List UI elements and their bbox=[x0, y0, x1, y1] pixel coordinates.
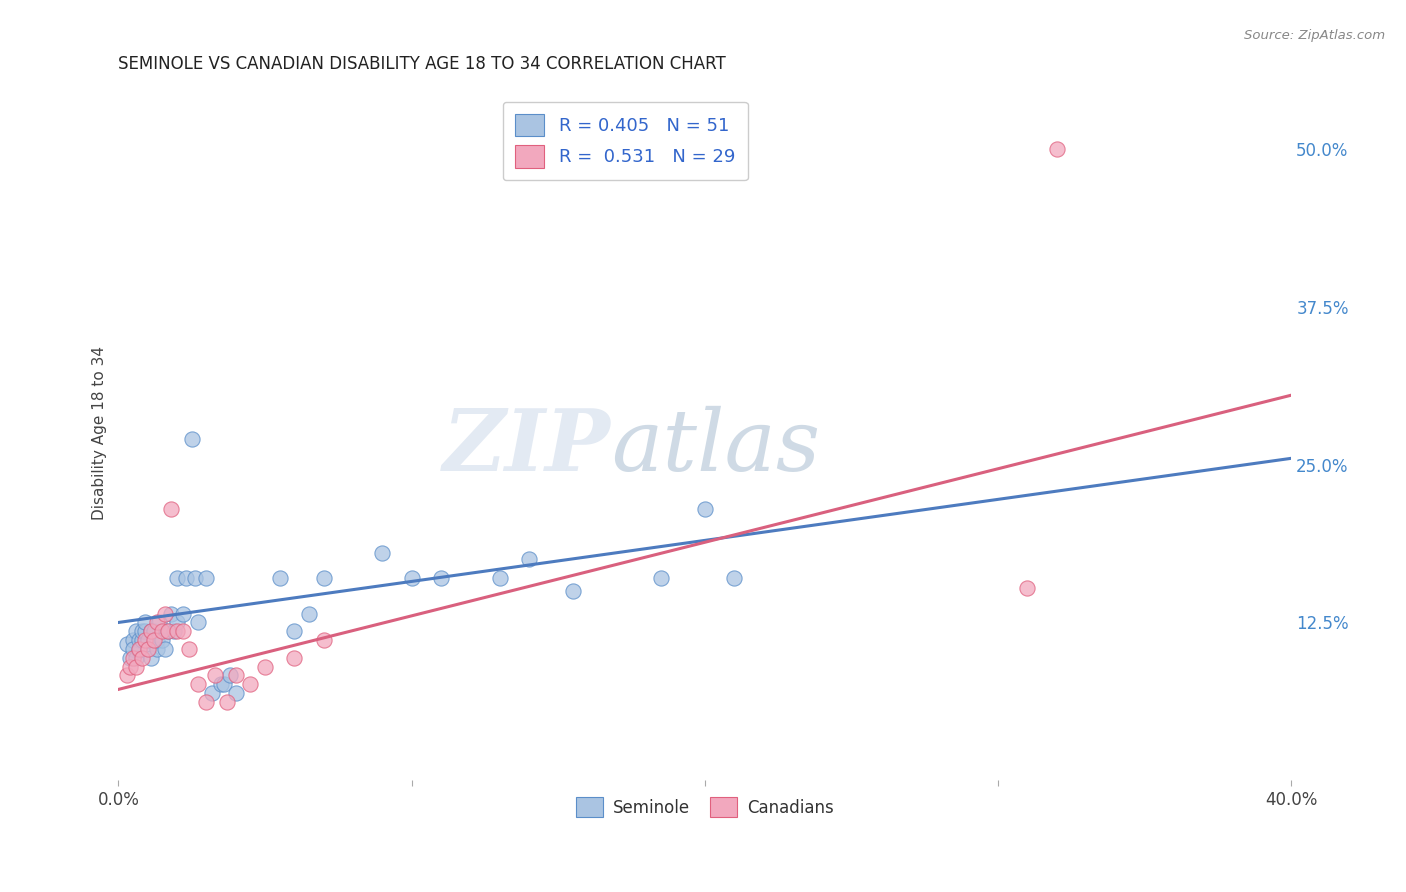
Point bbox=[115, 668, 138, 682]
Point bbox=[183, 571, 205, 585]
Point bbox=[215, 695, 238, 709]
Point bbox=[371, 546, 394, 560]
Point bbox=[187, 615, 209, 630]
Point bbox=[269, 571, 291, 585]
Y-axis label: Disability Age 18 to 34: Disability Age 18 to 34 bbox=[93, 346, 107, 520]
Point bbox=[650, 571, 672, 585]
Point bbox=[163, 624, 186, 639]
Point bbox=[125, 650, 148, 665]
Point bbox=[160, 607, 183, 621]
Text: SEMINOLE VS CANADIAN DISABILITY AGE 18 TO 34 CORRELATION CHART: SEMINOLE VS CANADIAN DISABILITY AGE 18 T… bbox=[118, 55, 725, 73]
Point bbox=[139, 624, 162, 639]
Point bbox=[125, 659, 148, 673]
Point bbox=[157, 624, 180, 639]
Point bbox=[254, 659, 277, 673]
Point bbox=[195, 695, 218, 709]
Point bbox=[723, 571, 745, 585]
Point bbox=[488, 571, 510, 585]
Point bbox=[125, 624, 148, 639]
Point bbox=[174, 571, 197, 585]
Point bbox=[180, 433, 202, 447]
Text: atlas: atlas bbox=[612, 406, 820, 488]
Point bbox=[142, 624, 165, 639]
Point bbox=[693, 501, 716, 516]
Text: ZIP: ZIP bbox=[443, 405, 612, 489]
Point bbox=[128, 633, 150, 648]
Point bbox=[148, 615, 170, 630]
Point bbox=[298, 607, 321, 621]
Point bbox=[134, 624, 156, 639]
Point bbox=[120, 659, 142, 673]
Point bbox=[134, 633, 156, 648]
Point bbox=[152, 633, 174, 648]
Point bbox=[120, 650, 142, 665]
Point bbox=[401, 571, 423, 585]
Point bbox=[172, 624, 194, 639]
Point bbox=[136, 633, 159, 648]
Point bbox=[209, 677, 232, 691]
Point bbox=[134, 615, 156, 630]
Point bbox=[239, 677, 262, 691]
Point bbox=[225, 686, 247, 700]
Point bbox=[122, 650, 145, 665]
Point bbox=[166, 624, 188, 639]
Point bbox=[312, 633, 335, 648]
Point bbox=[136, 642, 159, 657]
Text: Source: ZipAtlas.com: Source: ZipAtlas.com bbox=[1244, 29, 1385, 42]
Point bbox=[177, 642, 200, 657]
Point bbox=[145, 615, 167, 630]
Point bbox=[517, 552, 540, 566]
Point bbox=[283, 650, 305, 665]
Point bbox=[172, 607, 194, 621]
Point bbox=[195, 571, 218, 585]
Point bbox=[131, 650, 153, 665]
Legend: Seminole, Canadians: Seminole, Canadians bbox=[569, 790, 841, 824]
Point bbox=[187, 677, 209, 691]
Point bbox=[160, 501, 183, 516]
Point bbox=[1046, 142, 1069, 156]
Point bbox=[115, 637, 138, 651]
Point bbox=[1017, 582, 1039, 596]
Point bbox=[139, 650, 162, 665]
Point bbox=[561, 583, 583, 598]
Point bbox=[201, 686, 224, 700]
Point bbox=[128, 643, 150, 657]
Point bbox=[283, 624, 305, 639]
Point bbox=[225, 668, 247, 682]
Point bbox=[152, 624, 174, 639]
Point bbox=[131, 633, 153, 648]
Point bbox=[166, 571, 188, 585]
Point bbox=[122, 642, 145, 657]
Point bbox=[142, 633, 165, 648]
Point bbox=[145, 642, 167, 657]
Point bbox=[145, 633, 167, 648]
Point bbox=[204, 668, 226, 682]
Point bbox=[430, 571, 453, 585]
Point bbox=[157, 624, 180, 639]
Point bbox=[212, 677, 235, 691]
Point bbox=[166, 615, 188, 630]
Point bbox=[218, 668, 240, 682]
Point bbox=[155, 642, 177, 657]
Point bbox=[139, 624, 162, 639]
Point bbox=[128, 642, 150, 657]
Point bbox=[122, 633, 145, 648]
Point bbox=[131, 624, 153, 639]
Point bbox=[136, 642, 159, 657]
Point bbox=[155, 607, 177, 621]
Point bbox=[312, 571, 335, 585]
